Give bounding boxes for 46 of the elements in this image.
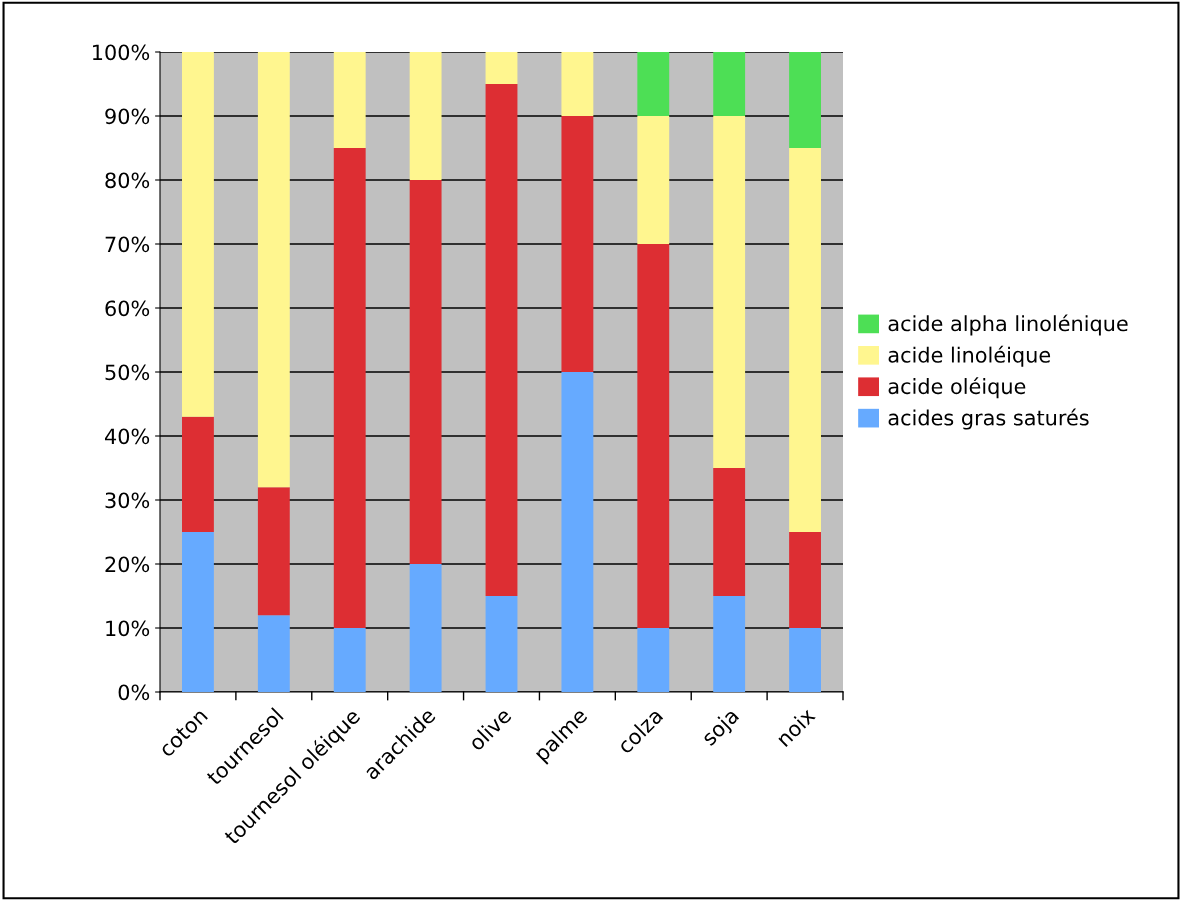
bar (789, 628, 821, 692)
bar (182, 52, 214, 417)
bar (485, 52, 518, 84)
legend-label: acide oléique (888, 377, 1026, 399)
bar (333, 148, 366, 628)
y-tick-label: 30% (105, 492, 150, 509)
bar (713, 468, 746, 596)
bar (409, 52, 442, 180)
bar (637, 628, 670, 692)
y-tick-label: 80% (105, 172, 150, 189)
bar (333, 628, 366, 692)
bar (637, 244, 670, 628)
bar (561, 52, 594, 116)
bar (561, 372, 594, 692)
legend-label: acides gras saturés (888, 408, 1089, 430)
bar (713, 116, 746, 468)
bar (485, 596, 518, 692)
y-tick-label: 40% (104, 428, 150, 445)
bar (182, 416, 214, 532)
bar (333, 52, 366, 148)
x-tick-label: soja (700, 707, 743, 750)
y-tick-label: 100% (93, 44, 150, 61)
bar (182, 532, 214, 692)
legend-label: acide alpha linolénique (888, 314, 1128, 336)
y-tick-label: 50% (105, 364, 150, 381)
y-tick-label: 20% (105, 556, 150, 573)
bar (257, 615, 290, 692)
bar (713, 596, 746, 692)
bar (789, 52, 821, 148)
bar (257, 52, 290, 488)
y-tick-label: 0% (118, 684, 150, 701)
bar (713, 52, 746, 116)
y-tick-label: 10% (106, 620, 150, 637)
y-tick-label: 90% (105, 108, 150, 125)
bar (637, 52, 670, 116)
bar (409, 564, 442, 692)
bar (637, 116, 670, 244)
y-tick-label: 60% (105, 300, 150, 317)
bar (485, 84, 518, 596)
bar (561, 116, 594, 372)
bar (789, 532, 821, 628)
bar (257, 487, 290, 616)
bar (409, 180, 442, 564)
legend-label: acide linoléique (888, 345, 1051, 367)
y-tick-label: 70% (105, 236, 150, 253)
bar (789, 148, 821, 532)
